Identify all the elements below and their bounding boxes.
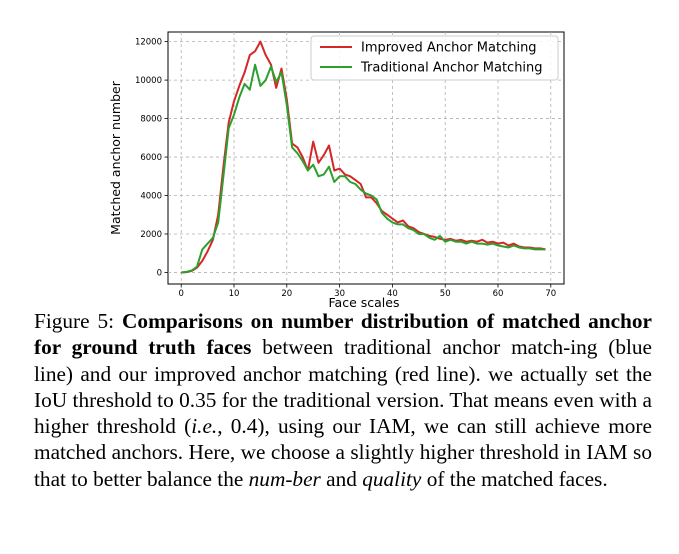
caption-text-3: and bbox=[320, 466, 363, 491]
x-tick-label: 50 bbox=[440, 289, 451, 299]
x-tick-label: 40 bbox=[387, 289, 398, 299]
x-axis-label: Face scales bbox=[329, 295, 400, 310]
x-tick-label: 70 bbox=[545, 289, 556, 299]
caption-number-word: num-ber bbox=[248, 466, 321, 491]
caption-text-2: , 0.4), using our IAM, we can still achi… bbox=[34, 414, 652, 491]
caption-ie: i.e. bbox=[191, 414, 218, 439]
caption-text-1: between traditional anchor match-ing (bl… bbox=[34, 335, 652, 439]
caption-text-4: of the matched faces. bbox=[421, 466, 608, 491]
legend-label-improved: Improved Anchor Matching bbox=[361, 41, 537, 56]
x-tick-label: 10 bbox=[229, 289, 240, 299]
x-tick-label: 20 bbox=[281, 289, 292, 299]
legend-box bbox=[310, 35, 559, 81]
x-tick-label: 0 bbox=[178, 289, 183, 299]
x-tick-label: 60 bbox=[493, 289, 504, 299]
caption-label: Figure 5: bbox=[34, 309, 115, 333]
y-tick-label: 6000 bbox=[140, 153, 162, 163]
legend-label-traditional: Traditional Anchor Matching bbox=[360, 61, 543, 76]
legend: Improved Anchor Matching Traditional Anc… bbox=[310, 35, 559, 81]
y-tick-label: 12000 bbox=[135, 38, 162, 48]
y-tick-label: 0 bbox=[157, 268, 162, 278]
y-tick-label: 8000 bbox=[140, 115, 162, 125]
axis-ticks: 0 10 20 30 40 50 60 70 0 2000 4000 6000 8000 10000 120… bbox=[135, 38, 556, 299]
series-lines bbox=[181, 40, 546, 274]
caption-quality-word: quality bbox=[362, 466, 422, 491]
caption-bold-title: Comparisons on number distribution of ma… bbox=[34, 309, 653, 360]
y-tick-label: 4000 bbox=[140, 192, 162, 202]
y-tick-label: 2000 bbox=[140, 230, 162, 240]
y-tick-label: 10000 bbox=[135, 76, 162, 86]
chart: 0 10 20 30 40 50 60 70 0 2000 4000 6000 8000 10000 120… bbox=[108, 31, 565, 310]
figure-caption: Figure 5: Comparisons on number distribu… bbox=[34, 308, 652, 492]
series-line-traditional bbox=[181, 63, 546, 274]
y-axis-label: Matched anchor number bbox=[108, 80, 123, 235]
x-tick-label: 30 bbox=[334, 289, 345, 299]
